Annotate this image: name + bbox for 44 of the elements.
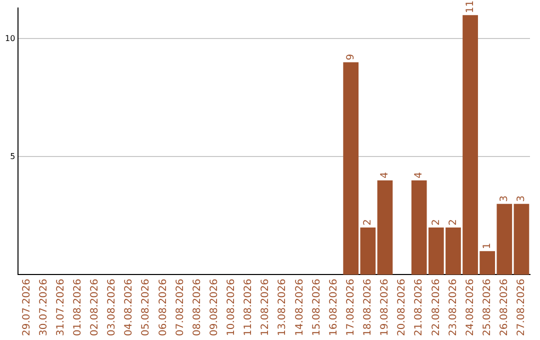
x-tick-label: 18.08.2026 bbox=[362, 278, 374, 336]
data-label: 2 bbox=[362, 219, 374, 226]
bar bbox=[377, 180, 393, 275]
data-label: 2 bbox=[448, 219, 459, 226]
x-tick-label: 02.08.2026 bbox=[90, 278, 101, 336]
x-tick-label: 31.07.2026 bbox=[55, 278, 66, 336]
x-tick-label: 19.08.2026 bbox=[380, 278, 391, 336]
x-tick-label: 16.08.2026 bbox=[328, 278, 340, 336]
data-label: 4 bbox=[414, 172, 425, 178]
x-tick-label: 05.08.2026 bbox=[140, 278, 152, 336]
x-tick-label: 20.08.2026 bbox=[396, 278, 408, 336]
x-tick-label: 11.08.2026 bbox=[243, 278, 254, 336]
data-label: 2 bbox=[430, 219, 442, 226]
x-tick-label: 14.08.2026 bbox=[294, 278, 306, 336]
data-label: 1 bbox=[482, 242, 493, 250]
x-tick-label: 17.08.2026 bbox=[345, 278, 356, 336]
x-tick-label: 21.08.2026 bbox=[414, 278, 425, 336]
data-label: 9 bbox=[345, 54, 356, 60]
x-tick-label: 03.08.2026 bbox=[106, 278, 118, 336]
data-label: 3 bbox=[499, 196, 510, 202]
x-tick-label: 29.07.2026 bbox=[21, 278, 32, 336]
x-tick-label: 24.08.2026 bbox=[464, 278, 476, 336]
x-tick-label: 06.08.2026 bbox=[158, 278, 169, 336]
x-tick-label: 13.08.2026 bbox=[277, 278, 288, 336]
bar bbox=[514, 204, 530, 275]
data-label: 4 bbox=[380, 172, 391, 178]
x-tick-label: 22.08.2026 bbox=[430, 278, 442, 336]
x-tick-label: 04.08.2026 bbox=[124, 278, 135, 336]
x-tick-label: 01.08.2026 bbox=[72, 278, 84, 336]
x-tick-label: 09.08.2026 bbox=[208, 278, 220, 336]
x-tick-label: 10.08.2026 bbox=[226, 278, 238, 336]
x-tick-label: 25.08.2026 bbox=[482, 278, 493, 336]
y-tick-label: 10 bbox=[4, 34, 16, 43]
x-tick-label: 26.08.2026 bbox=[499, 278, 510, 336]
data-label: 3 bbox=[516, 196, 528, 202]
data-label: 11 bbox=[464, 0, 476, 14]
x-tick-label: 27.08.2026 bbox=[516, 278, 528, 336]
x-tick-label: 15.08.2026 bbox=[311, 278, 322, 336]
y-tick-label: 5 bbox=[10, 152, 16, 161]
x-tick-label: 30.07.2026 bbox=[38, 278, 50, 336]
x-tick-label: 12.08.2026 bbox=[260, 278, 272, 336]
x-tick-label: 07.08.2026 bbox=[174, 278, 186, 336]
x-tick-label: 23.08.2026 bbox=[448, 278, 459, 336]
x-tick-label: 08.08.2026 bbox=[192, 278, 203, 336]
